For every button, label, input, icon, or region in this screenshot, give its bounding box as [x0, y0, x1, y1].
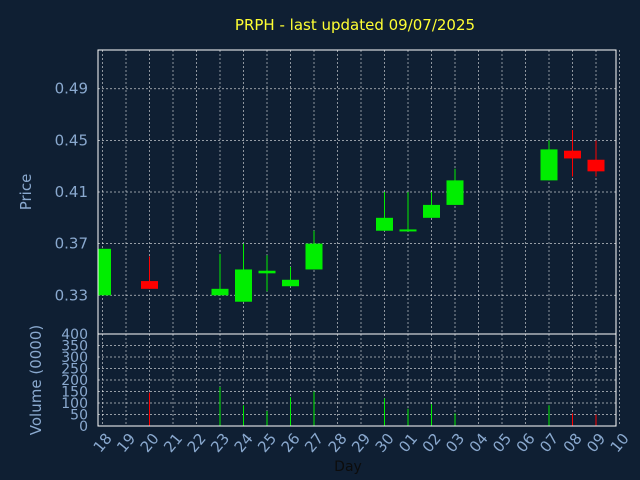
x-tick-label: 23	[207, 430, 233, 456]
volume-y-tick-label: 250	[61, 362, 88, 378]
volume-y-tick-label: 200	[61, 373, 88, 389]
x-tick-label: 18	[90, 430, 116, 456]
volume-y-tick-label: 400	[61, 327, 88, 343]
x-ticks: 1819202122232425262728293001020304050607…	[90, 430, 633, 456]
x-tick-label: 02	[419, 430, 445, 456]
volume-panel-frame	[97, 333, 617, 427]
x-tick-label: 21	[160, 430, 186, 456]
x-tick-label: 09	[583, 430, 609, 456]
x-tick-label: 28	[325, 430, 351, 456]
x-tick-label: 05	[489, 430, 515, 456]
x-tick-label: 29	[348, 430, 374, 456]
volume-axis-label: Volume (0000)	[27, 325, 45, 435]
x-tick-label: 01	[395, 430, 421, 456]
candle-body	[564, 150, 581, 159]
x-tick-label: 10	[607, 430, 633, 456]
price-y-tick-label: 0.37	[55, 235, 88, 253]
candle-body	[282, 279, 299, 287]
x-tick-label: 24	[231, 430, 257, 456]
price-y-tick-label: 0.33	[55, 286, 88, 304]
price-y-tick-label: 0.49	[55, 80, 88, 98]
candle-body	[258, 270, 276, 274]
candle-body	[235, 269, 252, 302]
x-tick-label: 22	[184, 430, 210, 456]
x-tick-label: 19	[113, 430, 139, 456]
candle-body	[587, 159, 605, 172]
candle-body	[540, 149, 558, 181]
volume-y-tick-label: 0	[79, 419, 88, 435]
x-tick-label: 30	[372, 430, 398, 456]
candle-body	[423, 204, 440, 218]
price-axis-label: Price	[17, 174, 35, 211]
candle-body	[141, 281, 158, 289]
x-tick-label: 25	[254, 430, 280, 456]
candle-body	[446, 180, 464, 205]
candle-body	[305, 243, 323, 270]
x-tick-label: 03	[442, 430, 468, 456]
price-y-ticks: 0.33 0.37 0.41 0.45 0.49	[55, 80, 88, 305]
volume-bars	[149, 386, 597, 426]
chart-title: PRPH - last updated 09/07/2025	[235, 16, 475, 34]
price-y-tick-label: 0.41	[55, 183, 88, 201]
x-tick-label: 27	[301, 430, 327, 456]
volume-y-tick-label: 150	[61, 385, 88, 401]
volume-y-tick-label: 50	[70, 408, 88, 424]
volume-y-tick-label: 300	[61, 350, 88, 366]
x-tick-label: 06	[513, 430, 539, 456]
volume-grid	[98, 333, 620, 426]
price-y-tick-label: 0.45	[55, 131, 88, 149]
price-candles	[98, 130, 605, 302]
x-tick-label: 20	[137, 430, 163, 456]
volume-y-tick-label: 100	[61, 396, 88, 412]
candle-body	[376, 217, 393, 231]
x-tick-label: 08	[560, 430, 586, 456]
x-tick-label: 26	[278, 430, 304, 456]
candle-body	[211, 288, 229, 296]
price-grid	[98, 50, 620, 334]
x-tick-label: 04	[466, 430, 492, 456]
x-axis-label: Day	[334, 459, 362, 475]
volume-y-tick-label: 350	[61, 339, 88, 355]
candle-body	[399, 229, 417, 232]
x-tick-label: 07	[536, 430, 562, 456]
candle-body	[98, 248, 111, 296]
